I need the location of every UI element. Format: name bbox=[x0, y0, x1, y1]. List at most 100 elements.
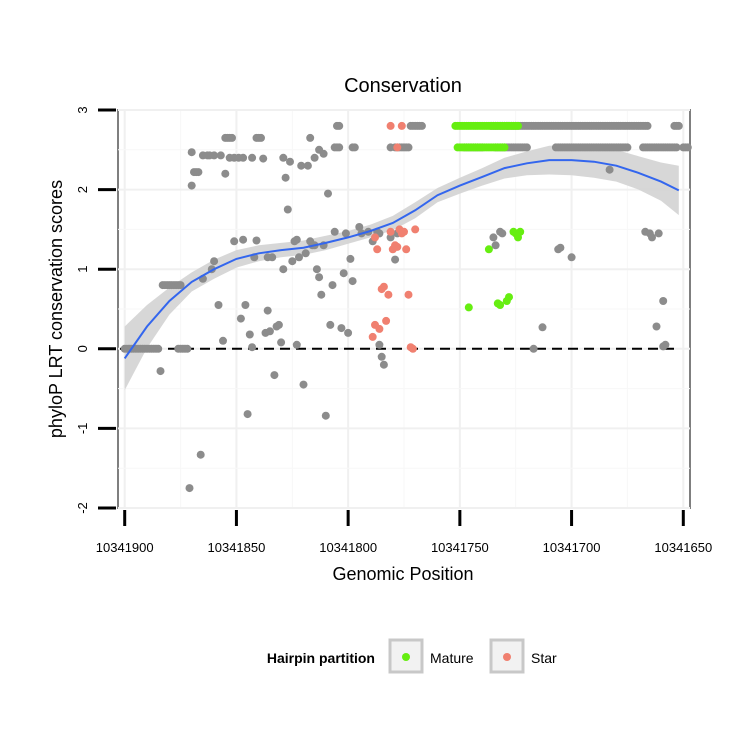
point-other bbox=[292, 235, 301, 244]
point-other bbox=[375, 340, 384, 349]
point-other bbox=[248, 343, 257, 352]
legend-dot-mature bbox=[402, 653, 410, 661]
point-other bbox=[154, 344, 163, 353]
point-other bbox=[210, 151, 219, 160]
smooth-line bbox=[123, 159, 680, 359]
point-star bbox=[393, 143, 402, 152]
point-other bbox=[346, 254, 355, 263]
point-other bbox=[239, 153, 248, 162]
point-star bbox=[384, 290, 393, 299]
point-star bbox=[386, 121, 395, 130]
point-other bbox=[317, 290, 326, 299]
smooth-line-layer bbox=[123, 159, 680, 359]
point-other bbox=[268, 253, 277, 262]
y-axis: -2 -1 0 1 2 3 bbox=[75, 106, 116, 514]
point-other bbox=[299, 380, 308, 389]
point-other bbox=[659, 297, 668, 305]
point-other bbox=[556, 243, 565, 252]
point-mature bbox=[484, 245, 493, 254]
y-tick-label: 0 bbox=[75, 345, 90, 352]
point-star bbox=[404, 290, 413, 299]
y-tick-label: 3 bbox=[75, 106, 90, 113]
point-other bbox=[279, 153, 288, 162]
point-star bbox=[375, 324, 384, 333]
y-tick-label: 2 bbox=[75, 186, 90, 193]
point-other bbox=[286, 157, 294, 166]
legend-title: Hairpin partition bbox=[267, 650, 375, 666]
point-other bbox=[281, 173, 290, 182]
point-other bbox=[187, 181, 196, 190]
point-mature bbox=[516, 227, 525, 236]
point-star bbox=[368, 332, 377, 341]
point-mature bbox=[514, 121, 522, 130]
point-other bbox=[292, 340, 301, 349]
legend: Hairpin partition Mature Star bbox=[267, 638, 557, 674]
point-other bbox=[274, 320, 283, 329]
point-other bbox=[241, 301, 250, 309]
point-star bbox=[411, 225, 420, 234]
point-other bbox=[324, 189, 332, 198]
point-mature bbox=[464, 303, 473, 312]
point-other bbox=[257, 133, 265, 142]
point-other bbox=[315, 273, 324, 282]
point-other bbox=[295, 253, 303, 262]
y-tick-label: -1 bbox=[75, 423, 90, 435]
point-other bbox=[303, 161, 312, 170]
point-other bbox=[379, 360, 388, 369]
point-other bbox=[187, 148, 196, 157]
point-other bbox=[279, 265, 288, 274]
x-tick-label: 10341650 bbox=[654, 540, 712, 555]
x-tick-label: 10341900 bbox=[96, 540, 154, 555]
point-other bbox=[344, 328, 353, 337]
point-other bbox=[661, 340, 670, 349]
point-other bbox=[672, 143, 681, 152]
point-other bbox=[310, 153, 319, 162]
point-other bbox=[648, 233, 656, 242]
point-other bbox=[216, 151, 225, 160]
point-star bbox=[382, 316, 391, 325]
y-tick-label: 1 bbox=[75, 266, 90, 273]
point-other bbox=[259, 154, 268, 163]
legend-label-mature: Mature bbox=[430, 650, 474, 666]
point-other bbox=[176, 281, 185, 290]
point-other bbox=[245, 330, 254, 339]
point-other bbox=[326, 320, 335, 329]
confidence-band-layer bbox=[124, 145, 679, 391]
point-other bbox=[341, 229, 350, 238]
point-other bbox=[377, 352, 386, 361]
point-other bbox=[196, 450, 205, 459]
point-mature bbox=[505, 293, 513, 302]
point-other bbox=[339, 269, 348, 278]
point-other bbox=[221, 169, 230, 178]
point-other bbox=[194, 168, 203, 177]
point-other bbox=[214, 301, 223, 309]
point-other bbox=[335, 143, 344, 152]
point-other bbox=[210, 257, 219, 266]
point-other bbox=[319, 149, 328, 158]
point-other bbox=[228, 133, 236, 142]
point-other bbox=[263, 306, 272, 315]
point-other bbox=[252, 236, 261, 245]
point-other bbox=[277, 338, 286, 347]
point-other bbox=[335, 121, 344, 130]
point-other bbox=[683, 143, 692, 152]
point-other bbox=[328, 281, 337, 290]
chart-title: Conservation bbox=[344, 75, 462, 97]
points-layer bbox=[120, 121, 692, 493]
point-other bbox=[654, 229, 663, 238]
point-other bbox=[236, 314, 245, 323]
legend-label-star: Star bbox=[531, 650, 557, 666]
point-other bbox=[265, 327, 274, 336]
y-axis-label: phyloP LRT conservation scores bbox=[46, 180, 66, 438]
point-mature bbox=[496, 301, 505, 309]
legend-dot-star bbox=[503, 653, 511, 661]
point-other bbox=[350, 143, 359, 152]
x-axis-label: Genomic Position bbox=[332, 564, 473, 584]
point-other bbox=[156, 367, 165, 376]
point-other bbox=[219, 336, 227, 345]
point-other bbox=[348, 277, 357, 286]
x-tick-label: 10341800 bbox=[319, 540, 377, 555]
point-star bbox=[393, 242, 402, 251]
point-other bbox=[283, 205, 292, 214]
